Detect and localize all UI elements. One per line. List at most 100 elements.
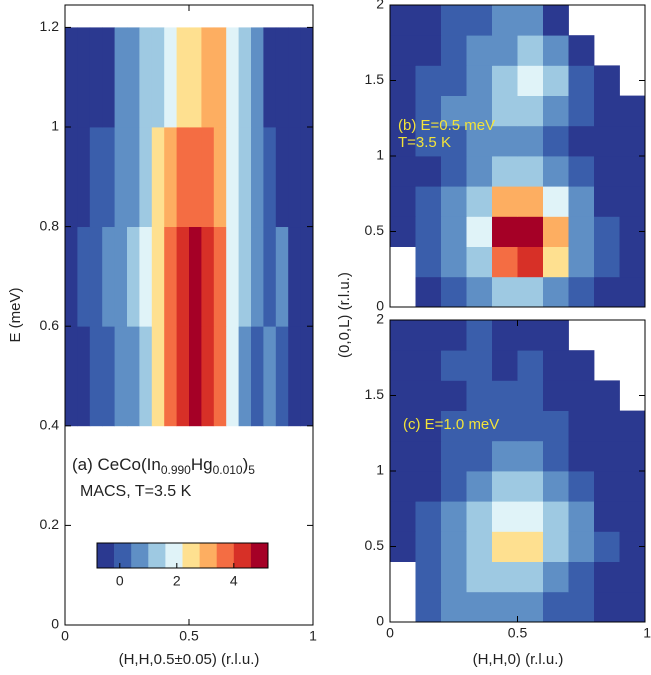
y-axis-label: (0,0,L) (r.l.u.) bbox=[336, 272, 353, 358]
heat-cell bbox=[568, 501, 595, 532]
heat-cell bbox=[176, 326, 190, 427]
heat-cell bbox=[517, 320, 544, 351]
heat-cell bbox=[164, 127, 177, 228]
colorbar-tick-label: 4 bbox=[230, 573, 238, 589]
annotation-part: 0.990 bbox=[161, 463, 191, 477]
heat-cell bbox=[517, 95, 544, 127]
heat-cell bbox=[189, 27, 202, 128]
heat-cell bbox=[415, 186, 442, 217]
heat-cell bbox=[466, 276, 493, 308]
x-axis-label: (H,H,0) (r.l.u.) bbox=[473, 651, 564, 668]
heat-cell bbox=[517, 125, 544, 157]
heat-cell bbox=[543, 5, 569, 36]
colorbar-swatch bbox=[165, 543, 183, 568]
colorbar-swatch bbox=[216, 543, 235, 568]
heat-cell bbox=[441, 440, 467, 472]
heat-cell bbox=[568, 35, 595, 66]
heat-cell bbox=[201, 226, 215, 327]
heat-cell bbox=[390, 156, 416, 187]
heat-cell bbox=[594, 440, 620, 472]
heat-cell bbox=[238, 226, 252, 327]
heat-cell bbox=[543, 380, 569, 411]
heat-cell bbox=[568, 561, 595, 593]
heat-cell bbox=[492, 471, 518, 502]
heat-cell bbox=[543, 216, 569, 247]
heat-cell bbox=[390, 440, 416, 472]
heat-cell bbox=[102, 127, 115, 228]
heat-cell bbox=[619, 246, 646, 278]
heat-cell bbox=[543, 65, 569, 96]
heat-cell bbox=[77, 226, 91, 327]
heat-cell bbox=[517, 501, 544, 532]
heat-cell bbox=[415, 65, 442, 96]
heat-cell bbox=[543, 350, 569, 381]
heat-cell bbox=[441, 320, 467, 351]
heat-cell bbox=[568, 125, 595, 157]
heat-cell bbox=[492, 186, 518, 217]
heat-cell bbox=[543, 186, 569, 217]
heat-cell bbox=[466, 246, 493, 278]
heat-cell bbox=[568, 531, 595, 562]
heat-cell bbox=[189, 226, 202, 327]
heat-cell bbox=[164, 27, 177, 128]
heat-cell bbox=[263, 226, 277, 327]
heat-cell bbox=[300, 226, 314, 327]
heat-cell bbox=[102, 226, 115, 327]
heat-cell bbox=[492, 591, 518, 623]
heat-cell bbox=[441, 186, 467, 217]
heat-cell bbox=[517, 186, 544, 217]
heat-cell bbox=[466, 440, 493, 472]
heat-cell bbox=[492, 65, 518, 96]
heat-cell bbox=[568, 410, 595, 442]
heat-cell bbox=[517, 276, 544, 308]
heat-cell bbox=[543, 531, 569, 562]
y-tick-label: 0.4 bbox=[40, 417, 60, 433]
heat-cell bbox=[568, 95, 595, 127]
heat-cell bbox=[517, 591, 544, 623]
heat-cell bbox=[415, 156, 442, 187]
heat-cell bbox=[619, 276, 646, 308]
heat-cell bbox=[114, 326, 128, 427]
annotation-part: 0.010 bbox=[213, 463, 243, 477]
heat-cell bbox=[619, 95, 646, 127]
heat-cell bbox=[594, 156, 620, 187]
y-tick-label: 1 bbox=[376, 147, 384, 163]
heat-cell bbox=[492, 276, 518, 308]
heat-cell bbox=[568, 65, 595, 96]
heat-cell bbox=[594, 531, 620, 562]
y-tick-label: 0.8 bbox=[40, 217, 60, 233]
heat-cell bbox=[127, 127, 140, 228]
heat-cell bbox=[517, 410, 544, 442]
heat-cell bbox=[390, 125, 416, 157]
heat-cell bbox=[251, 326, 264, 427]
heat-cell bbox=[441, 125, 467, 157]
heat-cell bbox=[466, 380, 493, 411]
heat-cell bbox=[594, 246, 620, 278]
heat-cell bbox=[594, 380, 620, 411]
annotation: (a) CeCo(In0.990Hg0.010)5 bbox=[72, 455, 255, 477]
heat-cell bbox=[139, 27, 153, 128]
heat-cell bbox=[390, 471, 416, 502]
heat-cell bbox=[415, 320, 442, 351]
heat-cell bbox=[543, 440, 569, 472]
heat-cell bbox=[568, 350, 595, 381]
heat-cell bbox=[492, 440, 518, 472]
heat-cell bbox=[568, 246, 595, 278]
heat-cell bbox=[568, 471, 595, 502]
heat-cell bbox=[492, 410, 518, 442]
y-tick-label: 1.2 bbox=[40, 18, 60, 34]
heat-cell bbox=[543, 591, 569, 623]
heat-cell bbox=[517, 531, 544, 562]
y-tick-label: 0 bbox=[376, 298, 384, 314]
heat-cell bbox=[594, 125, 620, 157]
heat-cell bbox=[466, 471, 493, 502]
heat-cell bbox=[517, 380, 544, 411]
annotation: T=3.5 K bbox=[398, 134, 451, 151]
heat-cell bbox=[213, 27, 227, 128]
heat-cell bbox=[517, 65, 544, 96]
heat-cell bbox=[568, 440, 595, 472]
heat-cell bbox=[543, 95, 569, 127]
colorbar-tick-label: 0 bbox=[116, 573, 124, 589]
heat-cell bbox=[238, 326, 252, 427]
